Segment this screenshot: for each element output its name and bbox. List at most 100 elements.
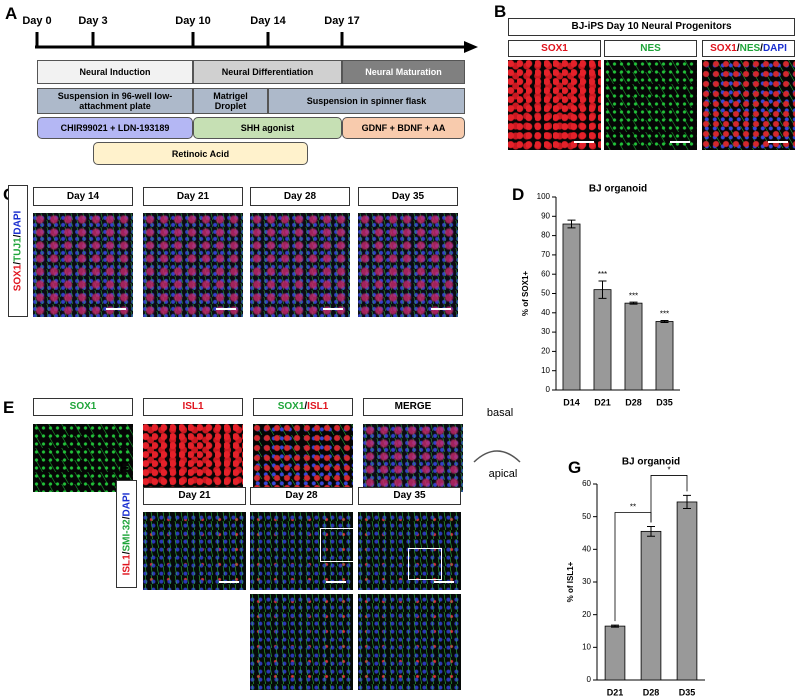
timeline-arrow [464,41,478,53]
panel-letter: E [3,398,15,417]
stage: Neural Induction [37,60,193,84]
significance-label: * [667,466,670,475]
y-tick-label: 0 [587,675,592,684]
x-tick-label: D28 [643,687,660,697]
scale-bar [574,141,594,143]
y-tick-label: 40 [541,308,550,317]
significance-label: *** [598,270,607,279]
y-tick-label: 70 [541,250,550,259]
y-tick-label: 100 [537,192,551,201]
error-bar [567,219,576,229]
scale-bar [768,141,788,143]
panel-title: BJ-iPS Day 10 Neural Progenitors [508,18,795,36]
scale-bar [431,308,451,310]
significance-label: *** [660,310,669,319]
stage: Neural Differentiation [193,60,342,84]
apical-arc [473,450,521,463]
error-bar [611,624,619,628]
stain-label: ISL1/SMI-32/DAPI [116,480,137,588]
micrograph [253,424,353,492]
panel-letter: A [5,4,18,23]
label-segment: SOX1 [710,42,737,54]
bar [562,223,581,391]
error-bar [598,280,607,299]
culture: Suspension in spinner flask [268,88,465,114]
orientation-label: basal [487,407,513,419]
column-header: Day 14 [33,187,133,206]
micrograph [358,512,461,590]
stain-label: SOX1/TUJ1/DAPI [8,185,28,317]
column-header: SOX1 [508,40,601,57]
column-header: SOX1/ISL1 [253,398,353,416]
x-tick-label: D28 [625,397,642,407]
y-tick-label: 50 [582,512,591,521]
day-label: Day 0 [22,15,51,27]
label-segment: NES [739,42,761,54]
error-bar [629,301,638,305]
micrograph [250,213,350,317]
scale-bar [326,581,346,583]
y-tick-label: 60 [582,479,591,488]
error-bar [660,320,669,323]
x-tick-label: D35 [679,687,696,697]
bar [593,289,612,391]
x-tick-label: D21 [594,397,611,407]
chart-title: BJ organoid [589,184,647,195]
x-tick-label: D14 [563,397,580,407]
micrograph [143,213,243,317]
scale-bar [323,308,343,310]
y-tick-label: 40 [582,544,591,553]
micrograph [508,60,601,150]
panel-letter: F [119,458,130,477]
y-axis-label: % of SOX1+ [521,271,530,316]
label-segment: SOX1 [277,401,305,412]
scale-bar [434,581,454,583]
bar [640,530,662,681]
label-segment: NES [640,42,661,54]
micrograph [363,424,463,492]
micrograph [33,213,133,317]
significance-label: *** [629,291,638,300]
significance-bracket [650,475,688,523]
x-tick-label: D35 [656,397,673,407]
day-label: Day 14 [250,15,286,27]
bar [604,625,626,681]
y-axis-label: % of ISL1+ [566,561,575,602]
label-segment: ISL1 [307,401,329,412]
micrograph [604,60,697,150]
chart-title: BJ organoid [622,457,680,468]
factor: GDNF + BDNF + AA [342,117,465,139]
label-segment: DAPI [762,42,787,54]
column-header: Day 28 [250,487,353,505]
panel-letter: G [568,458,582,477]
y-tick-label: 90 [541,211,550,220]
y-tick-label: 30 [541,327,550,336]
x-tick-label: D21 [607,687,624,697]
micrograph [358,213,458,317]
column-header: Day 21 [143,187,243,206]
culture: Suspension in 96-well low-attachment pla… [37,88,193,114]
factor: SHH agonist [193,117,342,139]
column-header: Day 35 [358,187,458,206]
column-header: Day 21 [143,487,246,505]
label-segment: SOX1 [541,42,568,54]
factor: Retinoic Acid [93,142,308,165]
scale-bar [216,308,236,310]
y-tick-label: 20 [582,610,591,619]
micrograph [358,594,461,690]
factor: CHIR99021 + LDN-193189 [37,117,193,139]
y-tick-label: 30 [582,577,591,586]
micrograph [250,594,353,690]
column-header: MERGE [363,398,463,416]
y-tick-label: 10 [582,642,591,651]
scale-bar [670,141,690,143]
bar [624,302,643,391]
label-segment: / [304,401,308,412]
stage: Neural Maturation [342,60,465,84]
column-header: NES [604,40,697,57]
day-label: Day 3 [78,15,107,27]
culture: Matrigel Droplet [193,88,268,114]
micrograph [143,424,243,492]
